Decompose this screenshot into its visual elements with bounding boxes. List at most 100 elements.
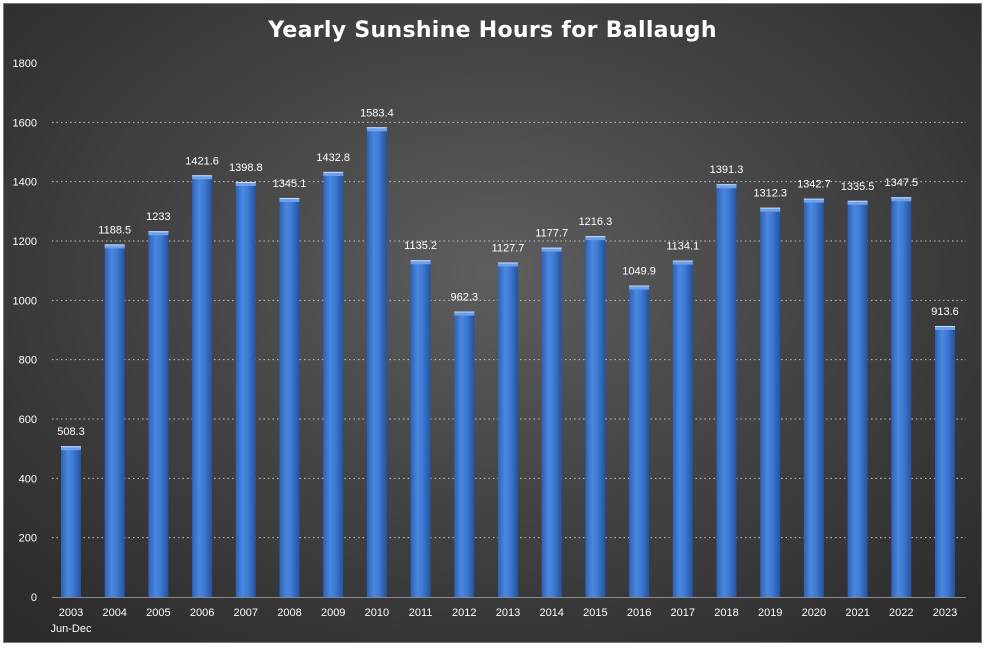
bar-body	[847, 200, 868, 597]
bar-body	[541, 247, 562, 597]
bar-2021	[847, 200, 868, 597]
x-tick-label: 2018	[714, 607, 738, 619]
data-label: 1177.7	[535, 228, 568, 240]
bar-2003	[61, 446, 81, 597]
bar-2020	[803, 198, 824, 598]
data-label: 1216.3	[579, 216, 613, 228]
data-label: 1312.3	[753, 188, 787, 200]
bar-cap	[192, 175, 213, 180]
bar-body	[498, 262, 518, 597]
bar-2009	[323, 171, 344, 597]
bars	[61, 127, 955, 598]
bar-2005	[148, 231, 169, 597]
bar-2015	[585, 236, 606, 597]
data-label: 913.6	[931, 306, 959, 318]
bar-2011	[410, 260, 431, 597]
x-tick-label: 2014	[539, 607, 563, 619]
bar-2017	[672, 260, 693, 597]
bar-2008	[279, 197, 300, 597]
bar-body	[891, 197, 912, 597]
bar-cap	[672, 260, 693, 265]
data-label: 508.3	[57, 426, 85, 438]
chart-area: Yearly Sunshine Hours for Ballaugh 0 200 4…	[3, 3, 982, 643]
x-axis: 2003 Jun-Dec 2004 2005 2006 2007 2008 2009 2010 2…	[51, 607, 958, 635]
bar-2019	[760, 207, 781, 597]
x-tick-label: 2019	[758, 607, 782, 619]
bar-body	[760, 207, 781, 597]
data-labels: 508.3 1188.5 1233 1421.6 1398.8 1345.1 1432.8 1…	[57, 107, 959, 438]
bar-body	[716, 184, 737, 597]
bar-2013	[498, 262, 518, 597]
y-tick-label: 600	[19, 414, 37, 426]
bar-cap	[891, 197, 912, 202]
bar-cap	[585, 236, 606, 241]
y-tick-label: 400	[19, 473, 37, 485]
bar-cap	[803, 198, 824, 203]
bar-body	[672, 260, 693, 597]
x-tick-label: 2011	[409, 607, 433, 619]
data-label: 1335.5	[841, 181, 875, 193]
y-tick-label: 800	[19, 355, 37, 367]
x-tick-label: 2020	[802, 607, 826, 619]
bar-2004	[104, 244, 125, 597]
x-tick-label: 2015	[583, 607, 607, 619]
data-label: 1127.7	[492, 242, 525, 254]
bar-2018	[716, 184, 737, 597]
bar-cap	[366, 127, 387, 132]
data-label: 1233	[146, 211, 170, 223]
bar-2022	[891, 197, 912, 597]
x-tick-label: 2005	[146, 607, 170, 619]
data-label: 1135.2	[404, 240, 437, 252]
bar-2010	[366, 127, 387, 598]
x-tick-label: 2008	[277, 607, 301, 619]
bar-cap	[760, 207, 781, 212]
y-tick-label: 1800	[13, 58, 37, 70]
y-tick-label: 200	[19, 533, 37, 545]
bar-body	[366, 127, 387, 598]
x-tick-label: 2010	[365, 607, 389, 619]
x-tick-label: 2016	[627, 607, 651, 619]
bar-cap	[235, 182, 256, 187]
x-tick-label: 2023	[933, 607, 957, 619]
bar-body	[235, 182, 256, 598]
bar-2007	[235, 182, 256, 598]
data-label: 1188.5	[98, 224, 131, 236]
data-label: 1049.9	[622, 266, 656, 278]
data-label: 1391.3	[710, 164, 744, 176]
bar-body	[104, 244, 125, 597]
x-tick-label: 2012	[452, 607, 476, 619]
x-tick-label: 2021	[845, 607, 869, 619]
data-label: 1347.5	[884, 177, 918, 189]
bar-cap	[323, 171, 344, 176]
data-label: 1345.1	[273, 178, 307, 190]
chart-title: Yearly Sunshine Hours for Ballaugh	[268, 18, 717, 43]
plot-area: 0 200 400 600 800 1000 1200 1400 1600 1800 508.3 1…	[13, 58, 966, 635]
bar-2006	[192, 175, 213, 597]
bar-cap	[629, 285, 650, 290]
bar-body	[935, 325, 955, 597]
bar-cap	[498, 262, 518, 267]
bar-cap	[104, 244, 125, 249]
bar-body	[629, 285, 650, 597]
bar-cap	[279, 197, 300, 202]
bar-body	[585, 236, 606, 597]
bar-body	[454, 311, 475, 597]
bar-body	[192, 175, 213, 597]
data-label: 1134.1	[666, 241, 699, 253]
x-tick-label: 2009	[321, 607, 345, 619]
bar-cap	[410, 260, 431, 265]
bar-cap	[935, 325, 955, 330]
data-label: 1421.6	[185, 155, 219, 167]
x-tick-sublabel: Jun-Dec	[51, 623, 92, 635]
x-tick-label: 2013	[496, 607, 520, 619]
data-label: 1432.8	[316, 152, 350, 164]
bar-body	[323, 171, 344, 597]
bar-body	[148, 231, 169, 597]
data-label: 1398.8	[229, 162, 263, 174]
x-tick-label: 2022	[889, 607, 913, 619]
bar-body	[61, 446, 81, 597]
data-label: 1583.4	[360, 107, 394, 119]
y-tick-label: 1200	[13, 236, 37, 248]
y-axis: 0 200 400 600 800 1000 1200 1400 1600 1800	[13, 58, 966, 604]
bar-cap	[61, 446, 81, 451]
